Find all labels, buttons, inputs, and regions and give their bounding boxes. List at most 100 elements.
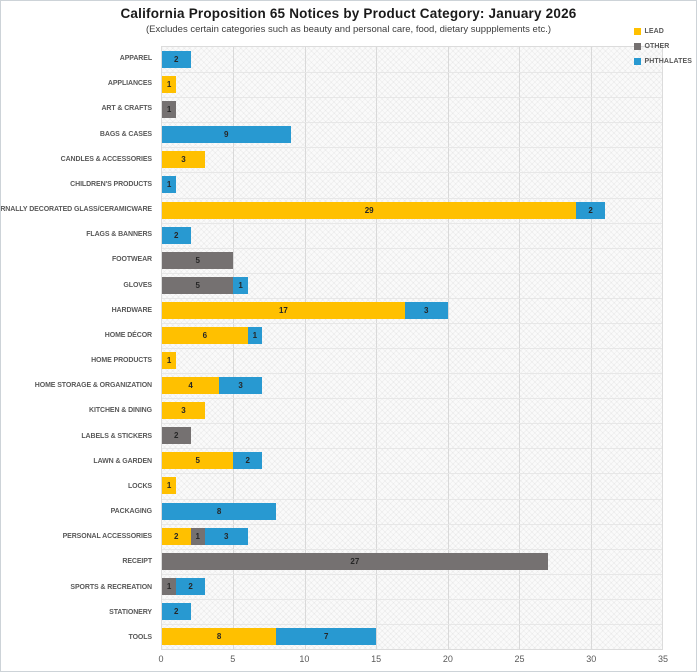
bar-row: 1: [162, 72, 662, 97]
value-label: 1: [238, 280, 243, 290]
bar-row: 2: [162, 223, 662, 248]
category-label: HOME DÉCOR: [104, 331, 152, 339]
horizontal-gridline: [162, 122, 662, 124]
chart-title: California Proposition 65 Notices by Pro…: [120, 6, 577, 21]
x-tick-label: 10: [299, 654, 310, 664]
bar-segment-phthalates: 1: [247, 326, 262, 344]
value-label: 1: [252, 330, 258, 340]
value-label: 3: [238, 381, 243, 391]
category-label: APPLIANCES: [107, 80, 152, 88]
category-label: CANDLES & ACCESSORIES: [60, 155, 152, 163]
value-label: 2: [174, 606, 179, 616]
x-tick-label: 15: [371, 654, 382, 664]
x-tick-label: 20: [442, 654, 453, 664]
bar-segment-phthalates: 2: [233, 452, 262, 470]
x-tick-label: 30: [586, 654, 597, 664]
bar-segment-lead: 3: [162, 151, 205, 169]
value-label: 5: [195, 255, 200, 265]
value-label: 1: [166, 180, 172, 190]
value-label: 6: [202, 330, 208, 340]
horizontal-gridline: [162, 423, 662, 425]
bar-segment-phthalates: 2: [576, 201, 605, 219]
value-label: 2: [588, 205, 593, 215]
bar-segment-phthalates: 2: [162, 226, 191, 244]
horizontal-gridline: [162, 322, 662, 324]
chart-subtitle: (Excludes certain categories such as bea…: [145, 24, 552, 35]
bar-segment-phthalates: 2: [162, 602, 191, 620]
value-label: 8: [216, 631, 222, 641]
bar-row: 1: [162, 172, 662, 197]
legend-swatch-other: [634, 43, 642, 50]
horizontal-gridline: [162, 523, 662, 525]
horizontal-gridline: [162, 598, 662, 600]
x-tick-label: 0: [158, 654, 164, 664]
bar-segment-lead: 1: [162, 352, 177, 370]
bar-row: 3: [162, 398, 662, 423]
category-label: KITCHEN & DINING: [89, 407, 152, 415]
category-label: PACKAGING: [110, 508, 152, 516]
value-label: 3: [424, 305, 429, 315]
legend: LEAD OTHER PHTHALATES: [634, 28, 692, 73]
value-label: 1: [166, 105, 172, 115]
bar-segment-phthalates: 9: [162, 126, 291, 144]
legend-item-lead: LEAD: [634, 28, 692, 35]
horizontal-gridline: [162, 548, 662, 550]
horizontal-gridline: [162, 197, 662, 199]
plot-area: 2 1 1 9 3 1 29 2 2 5 5 1 17 3 6 1 1 4 3 3 2 5 2 1 8 2 1 3 27 1 2 2 8 7: [161, 46, 663, 650]
x-tick-label: 5: [230, 654, 236, 664]
bar-segment-phthalates: 3: [204, 527, 248, 545]
horizontal-gridline: [162, 473, 662, 475]
bar-segment-phthalates: 3: [219, 377, 262, 395]
horizontal-gridline: [162, 172, 662, 174]
value-label: 2: [174, 230, 179, 240]
value-label: 3: [181, 155, 186, 165]
horizontal-gridline: [162, 623, 662, 625]
category-label: LABELS & STICKERS: [81, 432, 152, 440]
bar-segment-phthalates: 7: [276, 627, 377, 645]
legend-item-other: OTHER: [634, 43, 692, 50]
bar-segment-other: 1: [162, 101, 177, 119]
bar-segment-other: 5: [162, 251, 234, 269]
category-label: ART & CRAFTS: [101, 105, 152, 113]
value-label: 1: [166, 581, 172, 591]
horizontal-gridline: [162, 373, 662, 375]
horizontal-gridline: [162, 97, 662, 99]
horizontal-gridline: [162, 272, 662, 274]
legend-item-phthalates: PHTHALATES: [634, 58, 692, 65]
value-label: 1: [166, 80, 172, 90]
value-label: 2: [174, 531, 179, 541]
x-axis: 0 5 10 15 20 25 30 35: [158, 654, 668, 668]
bar-segment-lead: 8: [162, 627, 277, 645]
value-label: 1: [195, 531, 200, 541]
bar-segment-phthalates: 2: [176, 577, 205, 595]
bar-segment-other: 27: [162, 552, 548, 570]
horizontal-gridline: [162, 247, 662, 249]
bar-segment-other: 1: [162, 577, 177, 595]
bar-row: 1: [162, 348, 662, 373]
bar-row: 17 3: [162, 298, 662, 323]
x-tick-label: 35: [657, 654, 669, 664]
value-label: 1: [166, 481, 172, 491]
category-label: FLAGS & BANNERS: [86, 231, 152, 239]
bar-segment-lead: 2: [162, 527, 191, 545]
horizontal-gridline: [162, 222, 662, 224]
horizontal-gridline: [162, 398, 662, 400]
bar-segment-phthalates: 2: [162, 51, 191, 69]
category-label: HOME STORAGE & ORGANIZATION: [34, 382, 152, 390]
value-label: 7: [324, 631, 329, 641]
value-label: 3: [181, 406, 186, 416]
value-label: 5: [195, 280, 200, 290]
bar-row: 2 1 3: [162, 524, 662, 549]
category-label: SPORTS & RECREATION: [70, 583, 152, 591]
value-label: 2: [174, 431, 179, 441]
category-label: EXTERNALLY DECORATED GLASS/CERAMICWARE: [0, 206, 152, 214]
bar-row: 1: [162, 473, 662, 498]
bar-segment-lead: 6: [162, 326, 248, 344]
value-label: 5: [195, 456, 200, 466]
bar-segment-phthalates: 8: [162, 502, 277, 520]
category-labels: APPAREL APPLIANCES ART & CRAFTS BAGS & CASE…: [1, 46, 157, 650]
horizontal-gridline: [162, 348, 662, 349]
